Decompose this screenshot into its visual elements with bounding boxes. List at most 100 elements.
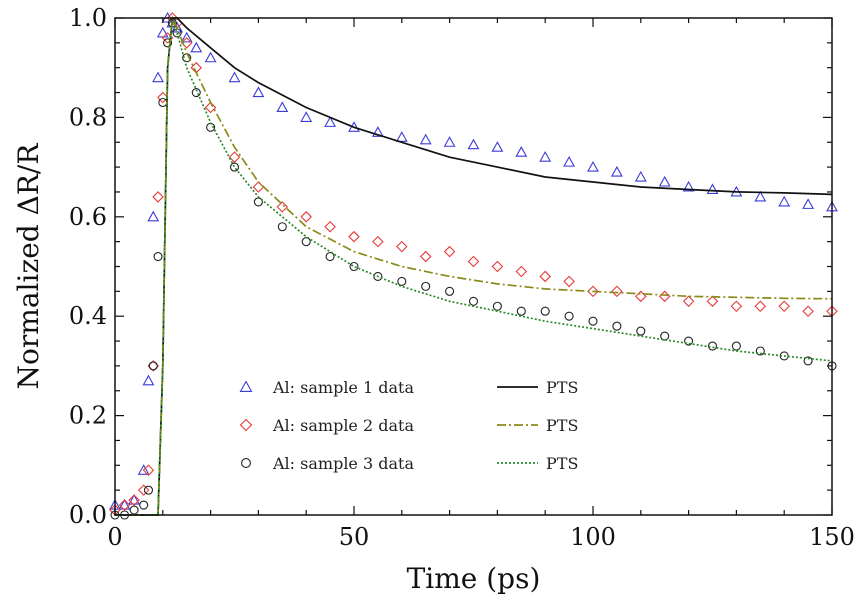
series-2 bbox=[109, 12, 838, 516]
data-point bbox=[778, 300, 790, 313]
data-point bbox=[778, 195, 791, 207]
data-point bbox=[658, 290, 671, 303]
data-point bbox=[634, 170, 647, 182]
data-point bbox=[611, 285, 623, 298]
data-point bbox=[754, 190, 767, 202]
data-point bbox=[467, 138, 480, 150]
data-point bbox=[515, 265, 528, 278]
data-point bbox=[539, 151, 552, 162]
data-point bbox=[564, 311, 574, 321]
data-point bbox=[467, 255, 480, 268]
x-axis-title: Time (ps) bbox=[407, 562, 541, 595]
data-point bbox=[491, 260, 504, 273]
data-point bbox=[682, 295, 695, 308]
data-point bbox=[468, 296, 479, 306]
data-point bbox=[152, 191, 164, 203]
data-point bbox=[396, 240, 408, 253]
data-point bbox=[491, 141, 504, 152]
data-point bbox=[802, 198, 815, 209]
x-tick-label: 150 bbox=[809, 523, 855, 551]
data-point bbox=[754, 300, 767, 313]
data-point bbox=[129, 505, 139, 515]
data-point bbox=[587, 160, 599, 172]
plot-data-layer bbox=[109, 11, 838, 520]
data-point bbox=[587, 285, 599, 298]
data-point bbox=[147, 210, 160, 222]
data-point bbox=[635, 290, 647, 303]
data-point bbox=[137, 464, 150, 475]
data-point bbox=[636, 326, 646, 336]
data-point bbox=[492, 301, 502, 311]
data-point bbox=[191, 88, 201, 98]
data-point bbox=[419, 250, 432, 263]
data-point bbox=[118, 499, 131, 511]
data-point bbox=[252, 181, 265, 193]
data-point bbox=[612, 321, 622, 331]
data-point bbox=[731, 341, 741, 351]
y-tick-label: 1.0 bbox=[69, 4, 107, 32]
legend-label: Al: sample 3 data bbox=[272, 454, 414, 473]
data-point bbox=[539, 270, 551, 283]
data-point bbox=[421, 281, 431, 291]
data-point bbox=[157, 91, 169, 104]
data-point bbox=[228, 71, 241, 83]
data-point bbox=[755, 346, 765, 356]
data-point bbox=[563, 155, 576, 167]
data-point bbox=[610, 165, 623, 177]
legend-marker bbox=[241, 458, 251, 468]
legend-label: PTS bbox=[546, 454, 578, 473]
legend-marker bbox=[239, 418, 253, 432]
x-tick-label: 50 bbox=[339, 523, 370, 551]
legend-label: PTS bbox=[546, 416, 578, 435]
data-point bbox=[803, 356, 813, 366]
data-point bbox=[563, 275, 575, 288]
data-point bbox=[171, 21, 184, 33]
data-point bbox=[588, 316, 598, 326]
legend-label: PTS bbox=[546, 378, 578, 397]
data-point bbox=[180, 31, 193, 43]
data-point bbox=[706, 183, 719, 195]
data-point bbox=[395, 131, 408, 142]
data-point bbox=[139, 500, 149, 510]
data-point bbox=[658, 175, 671, 187]
y-tick-label: 0.6 bbox=[69, 203, 107, 231]
data-point bbox=[324, 116, 337, 127]
data-point bbox=[419, 133, 432, 145]
data-point bbox=[373, 271, 383, 281]
legend-marker bbox=[239, 380, 253, 392]
data-point bbox=[706, 295, 719, 308]
legend: Al: sample 1 data Al: sample 2 data Al: sa… bbox=[239, 378, 578, 473]
legend-label: Al: sample 2 data bbox=[272, 416, 414, 435]
data-point bbox=[180, 37, 193, 49]
data-point bbox=[142, 374, 155, 386]
axis-ticks: 0 50 100 150 0.0 0.2 0.4 0.6 0.8 1.0 bbox=[69, 4, 855, 551]
data-point bbox=[660, 331, 670, 341]
series-1 bbox=[109, 11, 838, 510]
data-point bbox=[349, 261, 359, 272]
series-line bbox=[115, 14, 833, 516]
data-point bbox=[515, 146, 528, 157]
data-point bbox=[137, 484, 150, 496]
data-point bbox=[152, 71, 164, 83]
data-point bbox=[153, 252, 163, 262]
data-point bbox=[228, 151, 241, 163]
series-3 bbox=[110, 18, 837, 520]
data-point bbox=[516, 306, 526, 316]
data-point bbox=[682, 180, 695, 192]
data-point bbox=[204, 101, 217, 114]
data-point bbox=[229, 162, 240, 172]
data-point bbox=[156, 26, 169, 38]
x-tick-label: 100 bbox=[570, 523, 616, 551]
data-point bbox=[276, 101, 289, 113]
y-tick-label: 0.8 bbox=[69, 103, 107, 131]
data-point bbox=[397, 276, 407, 286]
data-point bbox=[802, 305, 814, 318]
data-point bbox=[443, 245, 456, 258]
data-point bbox=[277, 222, 287, 232]
data-point bbox=[348, 230, 360, 243]
data-point bbox=[118, 498, 131, 510]
y-axis-title: Normalized ΔR/R bbox=[12, 143, 45, 390]
data-point bbox=[128, 494, 140, 506]
data-point bbox=[371, 126, 384, 137]
data-point bbox=[252, 86, 265, 98]
